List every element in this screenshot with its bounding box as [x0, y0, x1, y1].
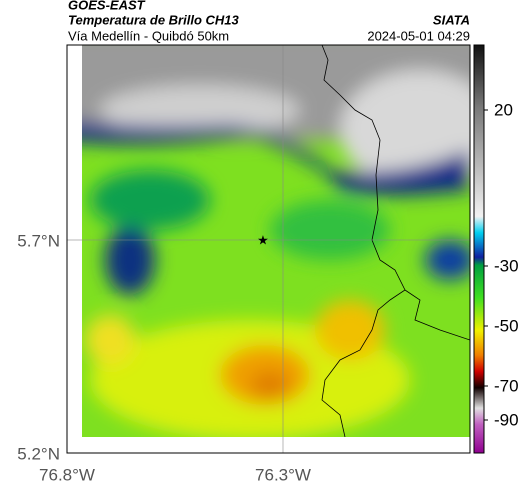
border-line: [321, 45, 406, 437]
colorbar-ticks: 20 -30 -50 -70 -90: [484, 100, 519, 429]
timestamp: 2024-05-01 04:29: [367, 28, 470, 43]
lat-label: 5.2°N: [17, 444, 60, 463]
source: GOES-EAST: [68, 0, 146, 12]
colorbar: [473, 44, 485, 454]
location-star: ★: [257, 232, 269, 247]
title: Temperatura de Brillo CH13: [68, 12, 240, 27]
colorbar-label: -30: [494, 256, 519, 275]
colorbar-label: 20: [494, 100, 513, 119]
lat-label: 5.7°N: [17, 231, 60, 250]
border-line: [404, 289, 470, 341]
map-frame: [66, 44, 471, 454]
subtitle: Vía Medellín - Quibdó 50km: [68, 28, 229, 43]
lon-label: 76.8°W: [39, 465, 95, 484]
colorbar-label: -90: [494, 410, 519, 429]
lon-label: 76.3°W: [255, 465, 311, 484]
brightness-field: [82, 45, 470, 437]
colorbar-label: -70: [494, 376, 519, 395]
colorbar-label: -50: [494, 316, 519, 335]
agency: SIATA: [433, 12, 470, 27]
